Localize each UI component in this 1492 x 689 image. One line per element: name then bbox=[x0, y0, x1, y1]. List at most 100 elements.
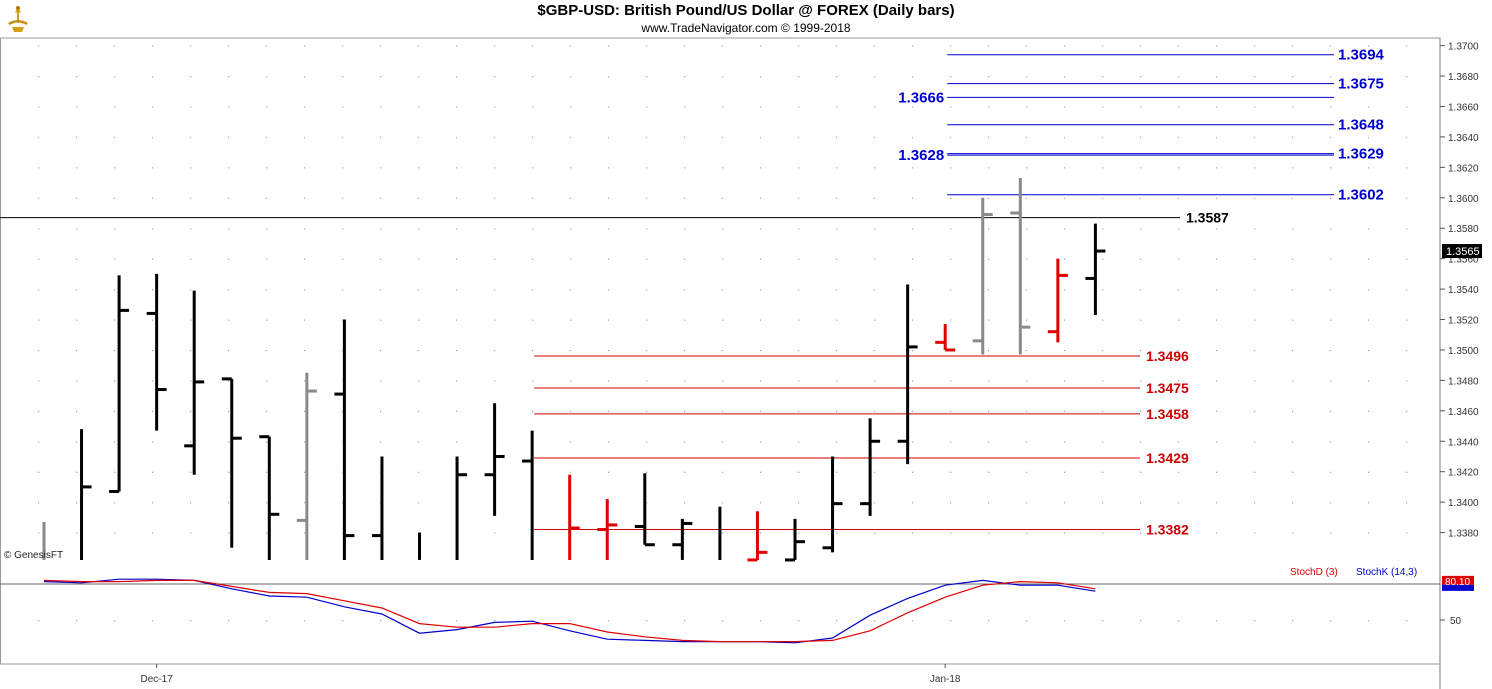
grid-dot bbox=[874, 136, 876, 139]
grid-dot bbox=[1178, 197, 1180, 199]
grid-dot bbox=[950, 106, 952, 108]
grid-dot bbox=[418, 289, 420, 291]
grid-dot bbox=[1140, 349, 1142, 352]
grid-dot bbox=[722, 319, 724, 321]
grid-dot bbox=[950, 228, 952, 230]
grid-dot bbox=[1216, 106, 1218, 108]
stoch-grid-dot bbox=[1064, 620, 1066, 622]
grid-dot bbox=[456, 136, 458, 139]
price-tick-label: 1.3700 bbox=[1448, 42, 1479, 53]
grid-dot bbox=[912, 136, 914, 139]
grid-dot bbox=[1178, 471, 1180, 473]
grid-dot bbox=[190, 441, 192, 443]
grid-dot bbox=[76, 106, 78, 108]
grid-dot bbox=[570, 349, 572, 352]
grid-dot bbox=[114, 76, 116, 78]
grid-dot bbox=[38, 380, 40, 382]
grid-dot bbox=[646, 502, 648, 504]
grid-dot bbox=[722, 76, 724, 78]
grid-dot bbox=[988, 258, 990, 260]
grid-dot bbox=[342, 441, 344, 443]
grid-dot bbox=[1102, 258, 1104, 260]
grid-dot bbox=[266, 76, 268, 78]
grid-dot bbox=[1026, 410, 1028, 413]
grid-dot bbox=[722, 380, 724, 382]
grid-dot bbox=[912, 106, 914, 108]
grid-dot bbox=[38, 532, 40, 534]
grid-dot bbox=[646, 532, 648, 534]
grid-dot bbox=[836, 289, 838, 291]
grid-dot bbox=[988, 106, 990, 108]
grid-dot bbox=[1292, 319, 1294, 321]
level-label-1.3602: 1.3602 bbox=[1338, 187, 1384, 204]
price-tick-label: 1.3520 bbox=[1448, 316, 1479, 327]
level-label-1.3496: 1.3496 bbox=[1146, 348, 1189, 364]
grid-dot bbox=[950, 532, 952, 534]
grid-dot bbox=[456, 45, 458, 47]
stoch-grid-dot bbox=[304, 620, 306, 622]
grid-dot bbox=[38, 289, 40, 291]
grid-dot bbox=[1368, 319, 1370, 321]
grid-dot bbox=[760, 228, 762, 230]
grid-dot bbox=[760, 76, 762, 78]
grid-dot bbox=[1292, 136, 1294, 139]
grid-dot bbox=[1102, 76, 1104, 78]
grid-dot bbox=[38, 441, 40, 443]
grid-dot bbox=[1102, 228, 1104, 230]
grid-dot bbox=[228, 258, 230, 260]
stoch-grid-dot bbox=[418, 620, 420, 622]
grid-dot bbox=[418, 410, 420, 413]
grid-dot bbox=[1216, 289, 1218, 291]
grid-dot bbox=[532, 228, 534, 230]
grid-dot bbox=[722, 167, 724, 169]
grid-dot bbox=[684, 441, 686, 443]
grid-dot bbox=[1330, 197, 1332, 199]
grid-dot bbox=[760, 106, 762, 108]
grid-dot bbox=[722, 502, 724, 504]
grid-dot bbox=[684, 349, 686, 352]
price-tick-label: 1.3540 bbox=[1448, 285, 1479, 296]
grid-dot bbox=[1140, 258, 1142, 260]
grid-dot bbox=[494, 76, 496, 78]
grid-dot bbox=[1026, 45, 1028, 47]
grid-dot bbox=[1216, 228, 1218, 230]
grid-dot bbox=[874, 502, 876, 504]
grid-dot bbox=[1254, 228, 1256, 230]
grid-dot bbox=[152, 76, 154, 78]
grid-dot bbox=[1140, 106, 1142, 108]
grid-dot bbox=[38, 258, 40, 260]
grid-dot bbox=[1216, 319, 1218, 321]
grid-dot bbox=[646, 167, 648, 169]
grid-dot bbox=[76, 136, 78, 139]
grid-dot bbox=[1178, 258, 1180, 260]
grid-dot bbox=[1140, 380, 1142, 382]
grid-dot bbox=[114, 167, 116, 169]
grid-dot bbox=[760, 532, 762, 534]
grid-dot bbox=[1406, 349, 1408, 352]
grid-dot bbox=[1292, 532, 1294, 534]
grid-dot bbox=[266, 502, 268, 504]
grid-dot bbox=[798, 136, 800, 139]
grid-dot bbox=[570, 228, 572, 230]
grid-dot bbox=[874, 167, 876, 169]
grid-dot bbox=[1178, 106, 1180, 108]
stoch-grid-dot bbox=[1026, 620, 1028, 622]
grid-dot bbox=[114, 441, 116, 443]
grid-dot bbox=[836, 76, 838, 78]
grid-dot bbox=[1330, 380, 1332, 382]
grid-dot bbox=[1330, 45, 1332, 47]
grid-dot bbox=[380, 349, 382, 352]
grid-dot bbox=[912, 45, 914, 47]
grid-dot bbox=[76, 349, 78, 352]
grid-dot bbox=[684, 136, 686, 139]
grid-dot bbox=[836, 106, 838, 108]
grid-dot bbox=[950, 136, 952, 139]
grid-dot bbox=[380, 136, 382, 139]
level-label-1.3694: 1.3694 bbox=[1338, 47, 1385, 64]
grid-dot bbox=[380, 76, 382, 78]
grid-dot bbox=[570, 258, 572, 260]
grid-dot bbox=[76, 258, 78, 260]
grid-dot bbox=[38, 197, 40, 199]
grid-dot bbox=[342, 228, 344, 230]
grid-dot bbox=[988, 380, 990, 382]
